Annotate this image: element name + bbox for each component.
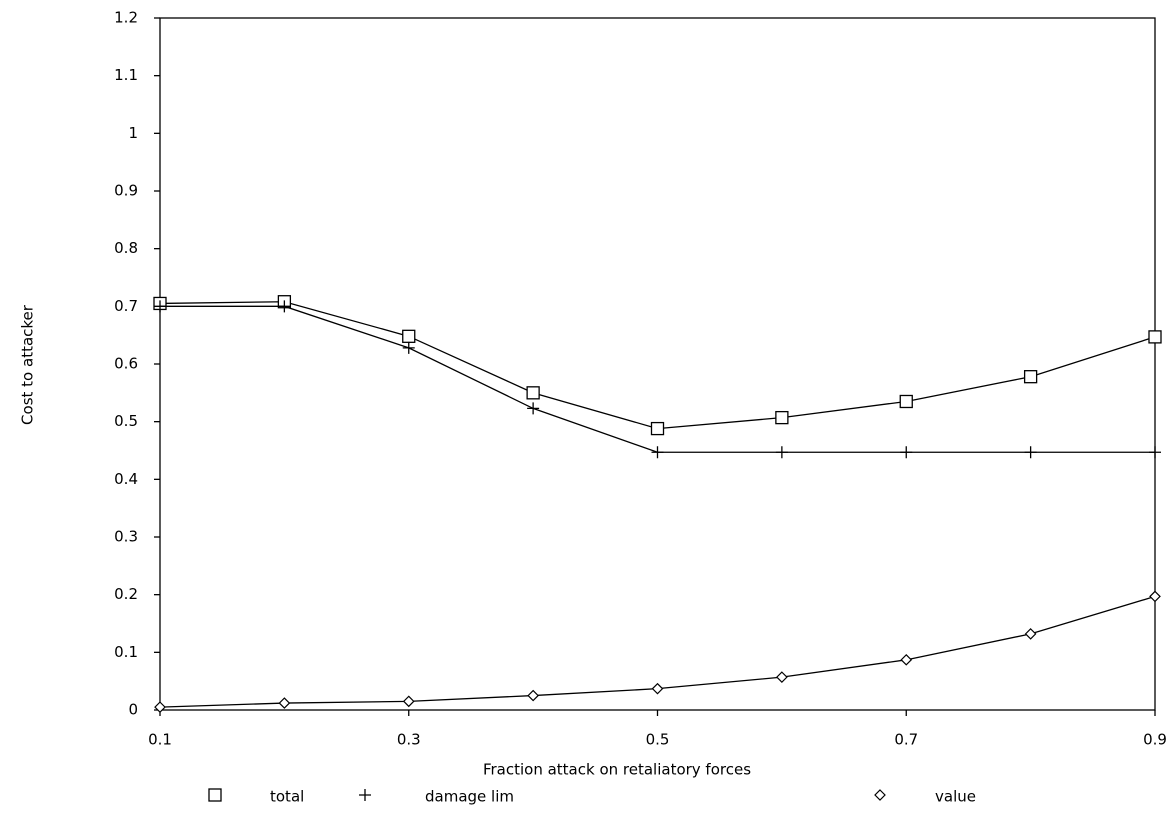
y-tick-label: 1 [128,124,138,142]
marker [402,341,415,354]
marker [278,300,291,313]
series-line [159,301,1156,430]
marker [775,410,789,425]
marker [1149,590,1161,603]
marker [651,446,664,459]
y-tick-label: 0 [128,701,138,719]
legend-label: value [935,788,976,806]
marker [402,695,415,708]
x-tick-label: 0.1 [148,731,172,749]
y-tick-label: 0.9 [114,182,138,200]
marker [1024,446,1037,459]
marker [651,682,664,695]
legend-label: total [270,788,304,806]
marker [1149,446,1161,459]
x-tick-label: 0.3 [397,731,421,749]
y-tick-label: 0.1 [114,643,138,661]
marker [154,300,166,313]
y-tick-label: 0.4 [114,470,138,488]
y-tick-label: 0.8 [114,239,138,257]
marker [278,697,291,709]
y-tick-label: 0.3 [114,528,138,546]
legend-marker [208,788,222,802]
marker [527,402,540,415]
x-tick-label: 0.7 [894,731,918,749]
y-tick-label: 1.1 [114,66,138,84]
marker [900,653,913,666]
marker [775,446,788,459]
legend-marker [874,789,886,801]
marker [154,701,166,713]
marker [899,394,913,409]
marker [1148,330,1162,344]
marker [526,386,540,400]
x-axis-label: Fraction attack on retaliatory forces [483,761,751,779]
plot-frame [159,17,1156,711]
x-tick-label: 0.9 [1143,731,1167,749]
marker [1023,370,1038,384]
marker [650,421,665,436]
y-tick-label: 1.2 [114,9,138,27]
marker [1024,628,1037,640]
marker [527,689,539,702]
legend-marker [359,789,371,801]
marker [776,671,788,683]
y-tick-label: 0.5 [114,412,138,430]
legend-label: damage lim [425,788,514,806]
x-tick-label: 0.5 [646,731,670,749]
y-tick-label: 0.7 [114,297,138,315]
y-tick-label: 0.6 [114,355,138,373]
marker [900,446,913,459]
y-tick-label: 0.2 [114,585,138,603]
y-axis-label: Cost to attacker [19,304,37,425]
marker [402,329,416,343]
